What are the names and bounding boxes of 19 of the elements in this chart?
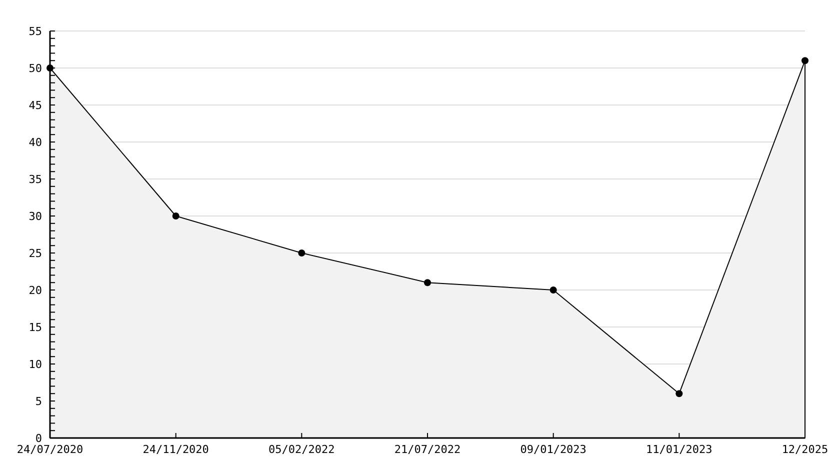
x-tick-label: 12/2025 xyxy=(782,443,828,456)
y-tick-label: 30 xyxy=(28,210,42,223)
y-tick-label: 50 xyxy=(28,62,42,75)
x-tick-label: 05/02/2022 xyxy=(268,443,335,456)
y-tick-label: 15 xyxy=(28,320,42,334)
y-tick-label: 10 xyxy=(28,358,42,371)
y-tick-label: 55 xyxy=(28,24,42,38)
y-tick-label: 25 xyxy=(28,246,42,260)
y-tick-label: 20 xyxy=(28,284,42,297)
x-tick-label: 24/11/2020 xyxy=(142,443,209,456)
y-tick-label: 0 xyxy=(35,432,42,445)
y-tick-label: 45 xyxy=(28,98,42,112)
y-tick-label: 5 xyxy=(35,394,42,408)
x-tick-label: 21/07/2022 xyxy=(394,443,461,456)
x-tick-label: 24/07/2020 xyxy=(16,443,84,456)
x-tick-label: 11/01/2023 xyxy=(646,443,712,456)
y-tick-label: 35 xyxy=(28,172,42,186)
y-tick-label: 40 xyxy=(28,136,42,149)
x-tick-label: 09/01/2023 xyxy=(520,443,586,456)
